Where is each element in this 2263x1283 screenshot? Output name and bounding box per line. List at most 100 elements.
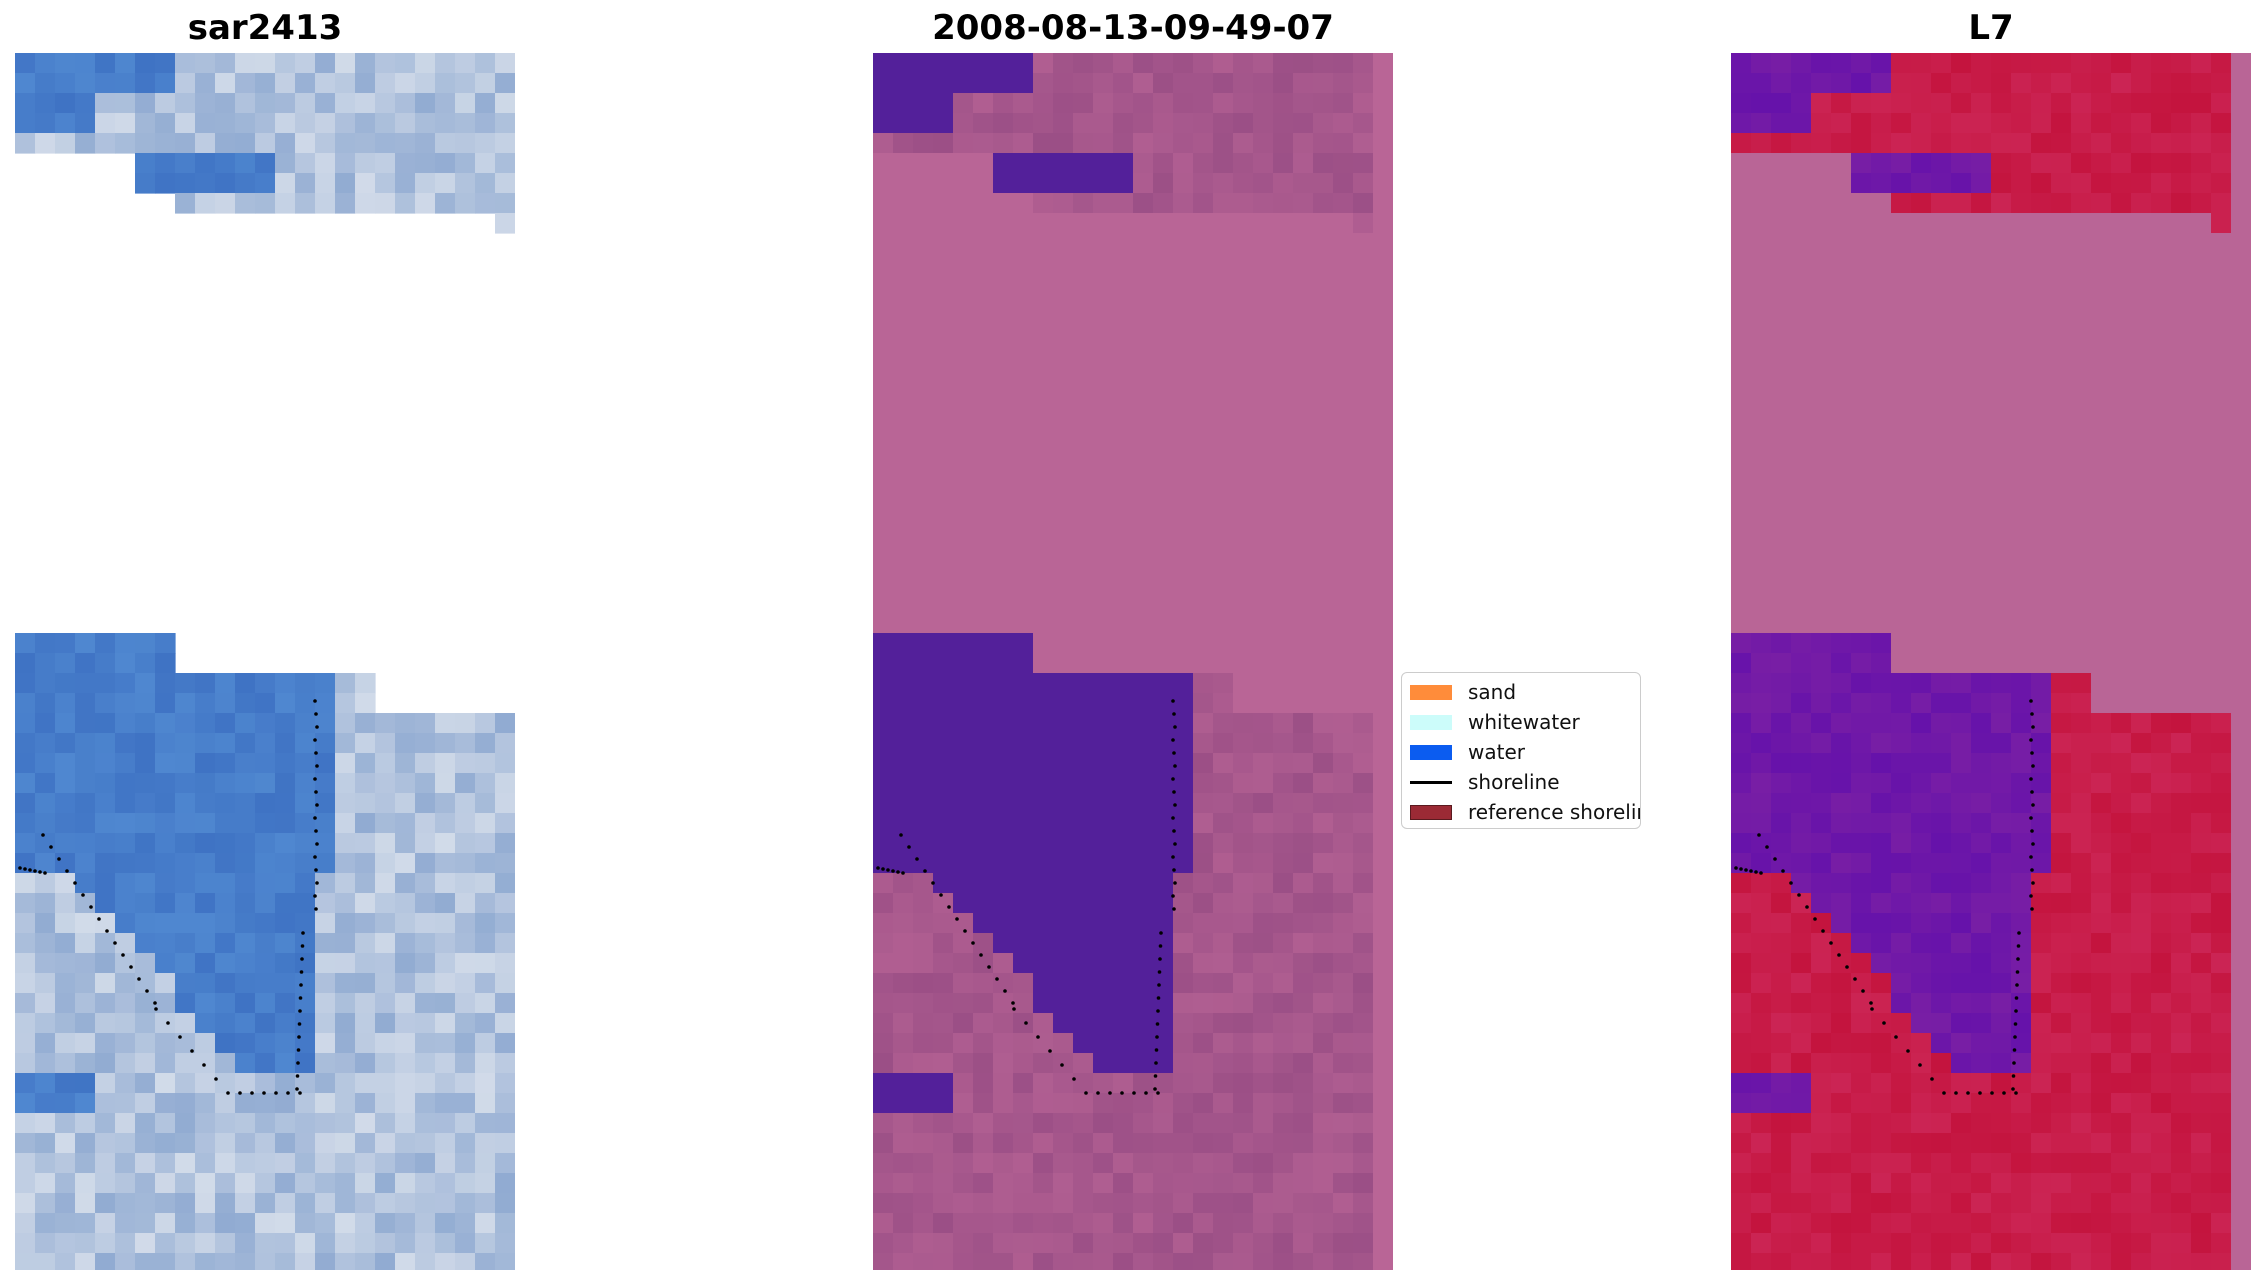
pixel [1871, 773, 1892, 794]
pixel [1751, 873, 1772, 894]
pixel [1133, 113, 1154, 134]
pixel [95, 933, 116, 954]
pixel [1911, 633, 1932, 654]
pixel [2071, 233, 2092, 254]
pixel [2151, 353, 2172, 374]
shoreline-point [2012, 1048, 2017, 1052]
shoreline-point [2012, 1061, 2016, 1065]
pixel [2171, 1253, 2192, 1270]
pixel [1313, 253, 1334, 274]
pixel [1771, 413, 1792, 434]
pixel [1113, 233, 1134, 254]
pixel [953, 653, 974, 674]
pixel [1193, 353, 1214, 374]
pixel [2211, 1013, 2232, 1034]
pixel [1871, 1093, 1892, 1114]
shoreline-point [1024, 1021, 1028, 1025]
pixel [1153, 453, 1174, 474]
pixel [1053, 633, 1074, 654]
pixel [1273, 1193, 1294, 1214]
pixel [1093, 133, 1114, 154]
pixel [933, 573, 954, 594]
pixel [1033, 693, 1054, 714]
pixel [395, 833, 416, 854]
pixel [1113, 353, 1134, 374]
pixel [2051, 713, 2072, 734]
pixel [1771, 1233, 1792, 1254]
pixel [2171, 1013, 2192, 1034]
pixel [1253, 813, 1274, 834]
pixel [1233, 433, 1254, 454]
shoreline-point [1861, 989, 1865, 993]
shoreline-point [73, 881, 77, 885]
pixel [1731, 1093, 1752, 1114]
pixel [2111, 433, 2132, 454]
pixel [2071, 113, 2092, 134]
pixel [1173, 933, 1194, 954]
pixel [1971, 993, 1992, 1014]
pixel [95, 1113, 116, 1134]
pixel [2191, 213, 2212, 234]
pixel [335, 913, 356, 934]
pixel [933, 233, 954, 254]
pixel [335, 793, 356, 814]
pixel [315, 1193, 336, 1214]
pixel [1871, 173, 1892, 194]
pixel [2191, 453, 2212, 474]
pixel [135, 673, 156, 694]
pixel [495, 893, 515, 914]
pixel [2051, 1213, 2072, 1234]
pixel [2091, 513, 2112, 534]
pixel [1293, 1153, 1314, 1174]
pixel [435, 1013, 456, 1034]
panel-title-rgb: sar2413 [187, 8, 343, 48]
pixel [1891, 93, 1912, 114]
pixel [1233, 613, 1254, 634]
pixel [415, 113, 436, 134]
pixel [315, 933, 336, 954]
pixel [2091, 153, 2112, 174]
pixel [1033, 73, 1054, 94]
pixel [933, 1133, 954, 1154]
pixel [913, 73, 934, 94]
pixel [1213, 813, 1234, 834]
pixel [1033, 133, 1054, 154]
pixel [95, 1193, 116, 1214]
pixel [435, 893, 456, 914]
pixel [2011, 93, 2032, 114]
pixel [215, 1073, 236, 1094]
pixel [1253, 893, 1274, 914]
pixel [455, 773, 476, 794]
pixel [1293, 993, 1314, 1014]
pixel [2071, 1233, 2092, 1254]
pixel [1891, 933, 1912, 954]
pixel [455, 793, 476, 814]
pixel [1771, 1133, 1792, 1154]
pixel [115, 1033, 136, 1054]
pixel [1193, 1093, 1214, 1114]
shoreline-point [1144, 1091, 1148, 1095]
pixel [1133, 1233, 1154, 1254]
pixel [375, 1073, 396, 1094]
pixel [2151, 293, 2172, 314]
pixel [2131, 1053, 2152, 1074]
pixel [2191, 973, 2212, 994]
pixel [2011, 233, 2032, 254]
pixel [1911, 113, 1932, 134]
pixel [1991, 713, 2012, 734]
pixel [1791, 713, 1812, 734]
pixel [1851, 353, 1872, 374]
pixel [2111, 653, 2132, 674]
pixel [1113, 973, 1134, 994]
pixel [953, 713, 974, 734]
pixel [1871, 73, 1892, 94]
pixel [873, 53, 894, 74]
pixel [1273, 793, 1294, 814]
pixel [2191, 853, 2212, 874]
pixel [893, 773, 914, 794]
pixel [1293, 173, 1314, 194]
pixel [993, 1233, 1014, 1254]
pixel [1791, 193, 1812, 214]
pixel [2051, 1113, 2072, 1134]
pixel [1851, 933, 1872, 954]
